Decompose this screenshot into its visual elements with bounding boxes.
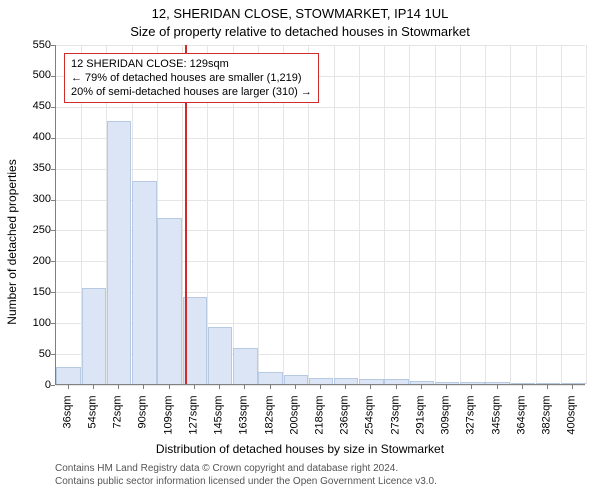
y-tick-label: 500	[11, 70, 51, 81]
y-tick-label: 50	[11, 349, 51, 360]
y-tick-label: 250	[11, 225, 51, 236]
y-tick-mark	[51, 138, 55, 139]
histogram-bar	[485, 382, 509, 384]
histogram-bar	[132, 181, 156, 384]
vgridline	[460, 45, 461, 384]
annotation-line: ← 79% of detached houses are smaller (1,…	[71, 71, 312, 85]
x-tick-mark	[497, 385, 498, 389]
vgridline	[409, 45, 410, 384]
histogram-bar	[82, 288, 106, 384]
y-tick-mark	[51, 230, 55, 231]
histogram-bar	[309, 378, 333, 384]
x-tick-mark	[118, 385, 119, 389]
histogram-bar	[435, 382, 459, 384]
chart-title-line2: Size of property relative to detached ho…	[0, 24, 600, 39]
histogram-bar	[410, 381, 434, 384]
vgridline	[561, 45, 562, 384]
annotation-box: 12 SHERIDAN CLOSE: 129sqm← 79% of detach…	[64, 53, 319, 103]
x-tick-mark	[320, 385, 321, 389]
histogram-bar	[511, 383, 535, 384]
y-tick-mark	[51, 76, 55, 77]
x-tick-mark	[446, 385, 447, 389]
footer-line1: Contains HM Land Registry data © Crown c…	[55, 462, 437, 475]
x-tick-mark	[370, 385, 371, 389]
histogram-bar	[561, 383, 585, 384]
vgridline	[435, 45, 436, 384]
histogram-bar	[384, 379, 408, 384]
histogram-bar	[536, 383, 560, 384]
y-tick-label: 0	[11, 380, 51, 391]
histogram-bar	[284, 375, 308, 384]
histogram-bar	[107, 121, 131, 384]
x-tick-mark	[93, 385, 94, 389]
chart-title-line1: 12, SHERIDAN CLOSE, STOWMARKET, IP14 1UL	[0, 6, 600, 21]
gridline	[56, 138, 585, 139]
annotation-line: 20% of semi-detached houses are larger (…	[71, 85, 312, 99]
gridline	[56, 45, 585, 46]
histogram-bar	[460, 382, 484, 384]
y-tick-label: 100	[11, 318, 51, 329]
histogram-bar	[334, 378, 358, 384]
x-tick-mark	[169, 385, 170, 389]
y-tick-mark	[51, 385, 55, 386]
x-tick-mark	[421, 385, 422, 389]
y-tick-label: 300	[11, 194, 51, 205]
y-tick-mark	[51, 200, 55, 201]
histogram-bar	[56, 367, 80, 384]
x-tick-mark	[270, 385, 271, 389]
x-tick-mark	[194, 385, 195, 389]
vgridline	[510, 45, 511, 384]
y-tick-mark	[51, 323, 55, 324]
footer-attribution: Contains HM Land Registry data © Crown c…	[55, 462, 437, 488]
vgridline	[485, 45, 486, 384]
footer-line2: Contains public sector information licen…	[55, 475, 437, 488]
x-tick-mark	[396, 385, 397, 389]
x-axis-label: Distribution of detached houses by size …	[0, 442, 600, 456]
x-tick-mark	[522, 385, 523, 389]
gridline	[56, 107, 585, 108]
y-tick-label: 550	[11, 40, 51, 51]
x-tick-mark	[244, 385, 245, 389]
x-tick-mark	[295, 385, 296, 389]
x-tick-mark	[219, 385, 220, 389]
y-tick-label: 350	[11, 163, 51, 174]
vgridline	[586, 45, 587, 384]
histogram-bar	[359, 379, 383, 384]
annotation-line: 12 SHERIDAN CLOSE: 129sqm	[71, 57, 312, 71]
y-tick-mark	[51, 354, 55, 355]
x-tick-mark	[572, 385, 573, 389]
vgridline	[359, 45, 360, 384]
y-tick-label: 450	[11, 101, 51, 112]
y-tick-mark	[51, 45, 55, 46]
plot-area: 12 SHERIDAN CLOSE: 129sqm← 79% of detach…	[55, 45, 585, 385]
y-tick-mark	[51, 169, 55, 170]
histogram-bar	[208, 327, 232, 384]
chart-container: { "chart": { "type": "histogram", "title…	[0, 0, 600, 500]
y-tick-label: 400	[11, 132, 51, 143]
histogram-bar	[233, 348, 257, 384]
histogram-bar	[157, 218, 181, 384]
vgridline	[536, 45, 537, 384]
x-tick-mark	[547, 385, 548, 389]
y-tick-mark	[51, 107, 55, 108]
y-tick-label: 200	[11, 256, 51, 267]
x-tick-mark	[345, 385, 346, 389]
y-tick-mark	[51, 261, 55, 262]
x-tick-mark	[143, 385, 144, 389]
x-tick-mark	[68, 385, 69, 389]
y-tick-label: 150	[11, 287, 51, 298]
gridline	[56, 169, 585, 170]
histogram-bar	[258, 372, 282, 384]
x-tick-mark	[471, 385, 472, 389]
vgridline	[334, 45, 335, 384]
y-tick-mark	[51, 292, 55, 293]
vgridline	[384, 45, 385, 384]
